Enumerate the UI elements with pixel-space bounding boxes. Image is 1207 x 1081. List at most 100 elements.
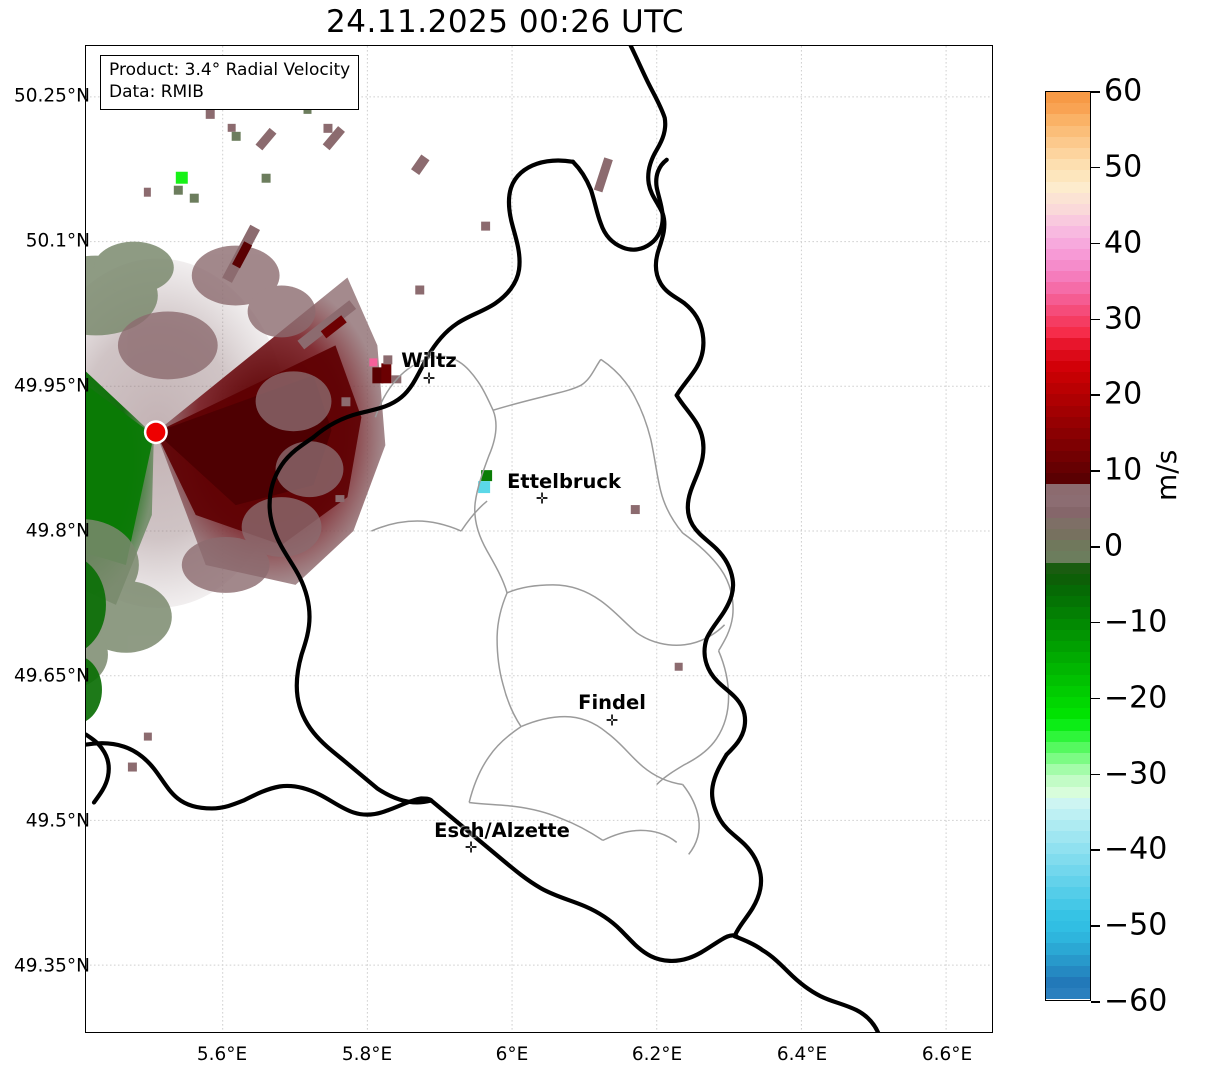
colorbar-band-10 xyxy=(1046,204,1090,216)
data-source-line: Data: RMIB xyxy=(109,81,204,102)
city-label-wiltz: Wiltz xyxy=(401,349,457,372)
x-tick-label-2: 6°E xyxy=(495,1044,529,1065)
colorbar-tick-label-12: −60 xyxy=(1104,983,1168,1019)
colorbar-band-1 xyxy=(1046,103,1090,115)
colorbar-band-45 xyxy=(1046,596,1090,608)
colorbar-tick-1 xyxy=(1091,166,1100,169)
y-tick-label-0: 50.25°N xyxy=(13,85,90,107)
colorbar-band-37 xyxy=(1046,506,1090,518)
colorbar-tick-3 xyxy=(1091,318,1100,321)
colorbar-band-42 xyxy=(1046,562,1090,574)
colorbar-tick-8 xyxy=(1091,697,1100,700)
colorbar-band-19 xyxy=(1046,304,1090,317)
y-tick-label-2: 49.95°N xyxy=(13,375,90,397)
colorbar-band-38 xyxy=(1046,517,1090,529)
colorbar-tick-label-10: −40 xyxy=(1104,831,1168,867)
colorbar-band-68 xyxy=(1046,853,1090,866)
page-title: 24.11.2025 00:26 UTC xyxy=(326,4,684,40)
y-tick-label-5: 49.5°N xyxy=(25,810,90,832)
colorbar-tick-11 xyxy=(1091,925,1100,927)
colorbar-tick-label-0: 60 xyxy=(1104,73,1143,109)
colorbar-band-27 xyxy=(1046,394,1090,406)
colorbar-tick-label-3: 30 xyxy=(1104,301,1143,336)
colorbar-tick-5 xyxy=(1091,470,1100,472)
colorbar-band-39 xyxy=(1046,528,1090,541)
colorbar-band-9 xyxy=(1046,192,1090,205)
colorbar-band-34 xyxy=(1046,472,1090,485)
colorbar-band-67 xyxy=(1046,842,1090,854)
colorbar-band-26 xyxy=(1046,383,1090,395)
colorbar-band-23 xyxy=(1046,349,1090,361)
colorbar-tick-label-9: −30 xyxy=(1104,756,1168,791)
colorbar-band-72 xyxy=(1046,898,1090,910)
colorbar-band-20 xyxy=(1046,316,1090,328)
colorbar-band-0 xyxy=(1046,92,1090,104)
city-marker-findel: ✛ xyxy=(605,711,619,730)
y-tick-label-3: 49.8°N xyxy=(25,520,90,542)
colorbar-band-7 xyxy=(1046,170,1090,182)
map-canvas xyxy=(86,46,992,1032)
colorbar-band-60 xyxy=(1046,764,1090,776)
colorbar-band-79 xyxy=(1046,977,1090,989)
colorbar-band-48 xyxy=(1046,629,1090,641)
colorbar-band-6 xyxy=(1046,159,1090,171)
city-label-ettelbruck: Ettelbruck xyxy=(507,470,621,493)
colorbar-unit-label: m/s xyxy=(1150,449,1183,501)
colorbar-band-12 xyxy=(1046,226,1090,238)
colorbar-tick-label-11: −50 xyxy=(1104,907,1168,943)
colorbar-band-47 xyxy=(1046,618,1090,630)
colorbar-tick-12 xyxy=(1091,1001,1100,1003)
colorbar-band-28 xyxy=(1046,405,1090,417)
colorbar-band-40 xyxy=(1046,540,1090,552)
x-tick-label-4: 6.4°E xyxy=(776,1044,828,1065)
city-marker-ettelbruck: ✛ xyxy=(535,489,549,508)
colorbar-band-51 xyxy=(1046,663,1090,675)
colorbar-band-76 xyxy=(1046,943,1090,955)
colorbar-tick-6 xyxy=(1091,546,1100,548)
y-tick-label-4: 49.65°N xyxy=(13,665,90,687)
colorbar-tick-4 xyxy=(1091,394,1100,396)
colorbar-band-52 xyxy=(1046,674,1090,686)
radar-map-plot[interactable]: Product: 3.4° Radial Velocity Data: RMIB… xyxy=(85,45,993,1033)
colorbar[interactable] xyxy=(1045,91,1091,1001)
colorbar-band-43 xyxy=(1046,573,1090,585)
colorbar-band-61 xyxy=(1046,775,1090,787)
colorbar-band-54 xyxy=(1046,696,1090,709)
colorbar-band-25 xyxy=(1046,372,1090,384)
colorbar-band-5 xyxy=(1046,148,1090,160)
colorbar-band-69 xyxy=(1046,865,1090,877)
colorbar-band-59 xyxy=(1046,752,1090,765)
colorbar-band-4 xyxy=(1046,136,1090,149)
colorbar-tick-label-7: −10 xyxy=(1104,604,1168,640)
colorbar-band-22 xyxy=(1046,338,1090,350)
colorbar-band-70 xyxy=(1046,876,1090,888)
colorbar-tick-2 xyxy=(1091,242,1100,245)
city-label-esch-alzette: Esch/Alzette xyxy=(434,819,570,842)
radar-echo-field xyxy=(86,105,683,772)
colorbar-band-55 xyxy=(1046,708,1090,720)
colorbar-tick-label-2: 40 xyxy=(1104,225,1143,261)
radar-site-marker[interactable] xyxy=(143,420,168,445)
colorbar-band-8 xyxy=(1046,181,1090,193)
colorbar-band-77 xyxy=(1046,954,1090,966)
y-tick-label-1: 50.1°N xyxy=(25,230,90,252)
x-tick-label-0: 5.6°E xyxy=(196,1044,248,1065)
colorbar-band-58 xyxy=(1046,741,1090,753)
colorbar-band-17 xyxy=(1046,282,1090,294)
colorbar-tick-label-4: 20 xyxy=(1104,376,1143,412)
x-tick-label-3: 6.2°E xyxy=(631,1044,683,1065)
colorbar-band-3 xyxy=(1046,125,1090,137)
colorbar-band-35 xyxy=(1046,484,1090,496)
product-info-box: Product: 3.4° Radial Velocity Data: RMIB xyxy=(100,55,360,110)
colorbar-tick-9 xyxy=(1091,773,1100,776)
y-tick-label-6: 49.35°N xyxy=(13,955,90,977)
colorbar-band-29 xyxy=(1046,416,1090,429)
colorbar-band-63 xyxy=(1046,797,1090,809)
colorbar-tick-label-8: −20 xyxy=(1104,680,1168,716)
colorbar-band-31 xyxy=(1046,439,1090,451)
colorbar-band-2 xyxy=(1046,114,1090,126)
colorbar-band-13 xyxy=(1046,237,1090,249)
colorbar-band-46 xyxy=(1046,607,1090,619)
colorbar-tick-0 xyxy=(1091,91,1100,93)
colorbar-band-33 xyxy=(1046,461,1090,473)
